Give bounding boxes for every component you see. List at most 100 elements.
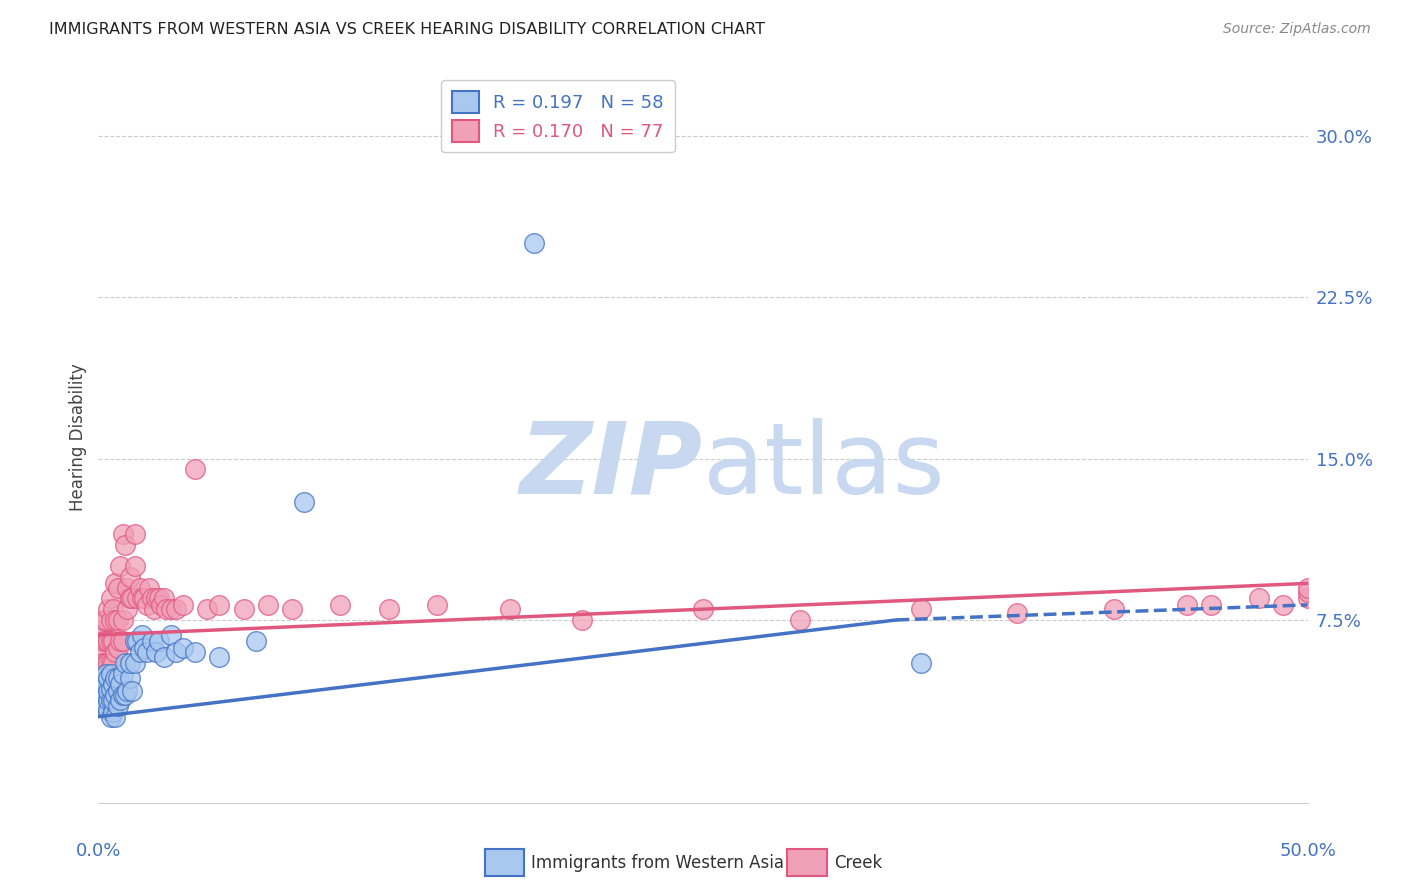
Point <box>94 688 117 702</box>
Point <box>910 602 932 616</box>
Point <box>1296 581 1319 595</box>
Point <box>94 698 117 713</box>
Point <box>141 634 163 648</box>
Text: 0.0%: 0.0% <box>76 841 121 860</box>
Point <box>127 634 149 648</box>
Point <box>91 681 114 696</box>
Point <box>118 671 141 685</box>
Point <box>101 706 124 720</box>
Point <box>94 656 117 670</box>
Point <box>150 598 173 612</box>
Point <box>97 671 120 685</box>
Point <box>97 602 120 616</box>
Y-axis label: Hearing Disability: Hearing Disability <box>69 363 87 511</box>
Point <box>1296 585 1319 599</box>
Point <box>121 684 143 698</box>
Point <box>160 628 183 642</box>
Point <box>97 692 120 706</box>
Point <box>1199 598 1222 612</box>
Point <box>172 598 194 612</box>
Point <box>107 698 129 713</box>
Point <box>121 591 143 606</box>
Point <box>138 581 160 595</box>
Point <box>426 598 449 612</box>
Point <box>117 602 139 616</box>
Point <box>104 645 127 659</box>
Point <box>184 462 207 476</box>
Point <box>108 559 131 574</box>
Point <box>118 570 141 584</box>
Text: Source: ZipAtlas.com: Source: ZipAtlas.com <box>1223 22 1371 37</box>
Point <box>91 688 114 702</box>
Point <box>256 598 278 612</box>
Point <box>152 591 174 606</box>
Point <box>124 634 146 648</box>
Point <box>111 666 134 681</box>
Point <box>143 602 166 616</box>
Point <box>498 602 520 616</box>
Point <box>97 684 120 698</box>
Point <box>128 581 150 595</box>
Point <box>100 613 122 627</box>
Point <box>111 527 134 541</box>
Point <box>94 666 117 681</box>
Text: 50.0%: 50.0% <box>1279 841 1336 860</box>
Point <box>184 645 207 659</box>
Text: Immigrants from Western Asia: Immigrants from Western Asia <box>531 854 785 871</box>
Point <box>232 602 254 616</box>
Point <box>117 581 139 595</box>
Point <box>104 576 127 591</box>
Point <box>145 645 167 659</box>
Point <box>124 527 146 541</box>
Text: ZIP: ZIP <box>520 417 703 515</box>
Point <box>90 656 112 670</box>
Point <box>90 640 112 655</box>
Point <box>1175 598 1198 612</box>
Point <box>208 598 231 612</box>
Point <box>165 645 187 659</box>
Point <box>108 677 131 691</box>
Point <box>90 692 112 706</box>
Point <box>148 591 170 606</box>
Point <box>100 692 122 706</box>
Point <box>124 656 146 670</box>
Point <box>94 677 117 691</box>
Point <box>127 591 149 606</box>
Point <box>100 634 122 648</box>
Point <box>108 692 131 706</box>
Point <box>114 656 136 670</box>
Point <box>104 613 127 627</box>
Point <box>692 602 714 616</box>
Point <box>90 677 112 691</box>
Point <box>160 602 183 616</box>
Text: atlas: atlas <box>703 417 945 515</box>
Point <box>91 634 114 648</box>
Point <box>97 656 120 670</box>
Point <box>101 656 124 670</box>
Point <box>104 688 127 702</box>
Point <box>152 649 174 664</box>
Point <box>107 640 129 655</box>
Point <box>118 591 141 606</box>
Point <box>111 688 134 702</box>
Legend: R = 0.197   N = 58, R = 0.170   N = 77: R = 0.197 N = 58, R = 0.170 N = 77 <box>441 80 675 153</box>
Point <box>1296 591 1319 606</box>
Point <box>107 671 129 685</box>
Point <box>118 656 141 670</box>
Point <box>100 681 122 696</box>
Point <box>124 559 146 574</box>
Point <box>128 645 150 659</box>
Point <box>101 634 124 648</box>
Point <box>134 640 156 655</box>
Point <box>789 613 811 627</box>
Point <box>114 688 136 702</box>
Point <box>91 671 114 685</box>
Point <box>172 640 194 655</box>
Point <box>100 710 122 724</box>
Point <box>1102 602 1125 616</box>
Point <box>134 591 156 606</box>
Point <box>135 598 157 612</box>
Point <box>107 581 129 595</box>
Point <box>281 602 304 616</box>
Point <box>245 634 267 648</box>
